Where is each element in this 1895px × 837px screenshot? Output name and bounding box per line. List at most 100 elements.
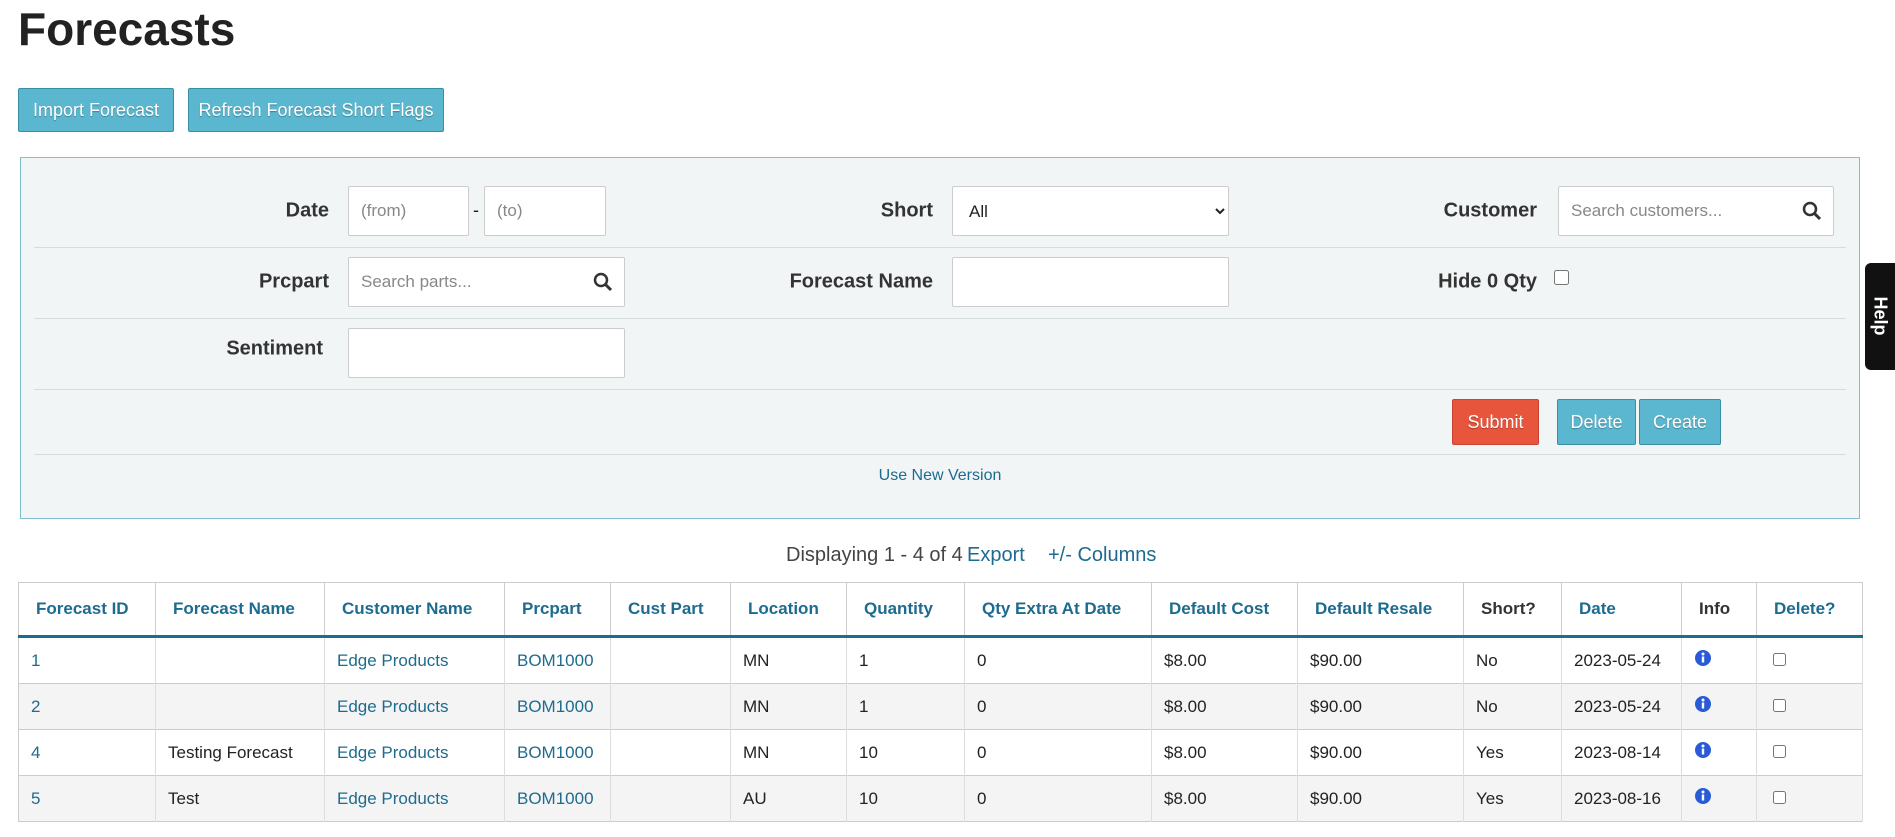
table-cell	[1681, 636, 1757, 684]
cell-link[interactable]: BOM1000	[517, 696, 594, 716]
table-cell: 2023-05-24	[1561, 683, 1682, 730]
cell-link[interactable]: 1	[31, 650, 41, 670]
date-from[interactable]	[348, 186, 469, 236]
import-button[interactable]: Import Forecast	[18, 88, 174, 132]
forecast-name-input[interactable]	[952, 257, 1229, 307]
cell-link[interactable]: 5	[31, 788, 41, 808]
help-tab[interactable]: Help	[1865, 263, 1895, 370]
cell-text: MN	[743, 742, 770, 762]
cell-text: 2023-05-24	[1574, 650, 1661, 670]
date-separator: -	[473, 200, 479, 220]
cell-text: Test	[168, 788, 200, 808]
table-cell	[155, 683, 325, 730]
table-cell: $8.00	[1151, 729, 1298, 776]
header-row: Forecast ID Forecast Name Customer Name Prc…	[18, 582, 1863, 638]
delete-checkbox[interactable]	[1773, 791, 1786, 804]
table-cell: 5	[18, 775, 156, 822]
short-label: Short	[880, 199, 933, 222]
create-button[interactable]: Create	[1639, 399, 1721, 445]
table-cell: $90.00	[1297, 729, 1464, 776]
cell-text: AU	[743, 788, 767, 808]
table-cell: No	[1463, 683, 1562, 730]
column-header[interactable]: Forecast ID	[18, 582, 156, 638]
cell-text: $90.00	[1310, 788, 1362, 808]
table-cell: MN	[730, 636, 847, 684]
table-cell: Test	[155, 775, 325, 822]
refresh-button[interactable]: Refresh Forecast Short Flags	[188, 88, 444, 132]
column-header[interactable]: Default Cost	[1151, 582, 1298, 638]
cell-link[interactable]: BOM1000	[517, 788, 594, 808]
cell-text: Yes	[1476, 742, 1504, 762]
cell-link[interactable]: 2	[31, 696, 41, 716]
column-header[interactable]: Date	[1561, 582, 1682, 638]
cell-text: 2023-08-16	[1574, 788, 1661, 808]
cell-text: 10	[859, 788, 878, 808]
table-row: 1 Edge Products BOM1000 MN 1 0 $8.00 $90.00 No 20…	[18, 636, 1863, 684]
cell-text: $90.00	[1310, 650, 1362, 670]
cell-link[interactable]: BOM1000	[517, 650, 594, 670]
cell-text: No	[1476, 650, 1498, 670]
table-cell	[1681, 775, 1757, 822]
submit-button[interactable]: Submit	[1452, 399, 1539, 445]
export-link[interactable]: Export	[967, 544, 1025, 566]
table-row: 4 Testing Forecast Edge Products BOM1000 MN 1…	[18, 729, 1863, 776]
column-header[interactable]: Quantity	[846, 582, 965, 638]
cell-text: 10	[859, 742, 878, 762]
customer-search[interactable]	[1558, 186, 1834, 236]
info-icon[interactable]	[1694, 695, 1712, 713]
sentiment-input[interactable]	[348, 328, 625, 378]
column-header[interactable]: Default Resale	[1297, 582, 1464, 638]
column-header[interactable]: Prcpart	[504, 582, 611, 638]
table-cell: Edge Products	[324, 683, 505, 730]
column-header[interactable]: Delete?	[1756, 582, 1863, 638]
table-cell: 10	[846, 729, 965, 776]
cell-text: $8.00	[1164, 742, 1207, 762]
table-cell: 2	[18, 683, 156, 730]
table-cell: 0	[964, 683, 1152, 730]
column-header[interactable]: Short?	[1463, 582, 1562, 638]
column-header[interactable]: Info	[1681, 582, 1757, 638]
cell-link[interactable]: Edge Products	[337, 742, 449, 762]
column-header[interactable]: Customer Name	[324, 582, 505, 638]
column-header[interactable]: Cust Part	[610, 582, 731, 638]
delete-checkbox[interactable]	[1773, 699, 1786, 712]
table-cell: $8.00	[1151, 683, 1298, 730]
info-icon[interactable]	[1694, 741, 1712, 759]
help-text: Help	[1870, 296, 1891, 336]
info-icon[interactable]	[1694, 649, 1712, 667]
table-cell: AU	[730, 775, 847, 822]
table-cell	[1756, 775, 1863, 822]
delete-button[interactable]: Delete	[1557, 399, 1636, 445]
table-cell	[1681, 683, 1757, 730]
columns-link[interactable]: +/- Columns	[1048, 544, 1157, 566]
prcpart-search[interactable]	[348, 257, 625, 307]
table-cell: MN	[730, 729, 847, 776]
cell-link[interactable]: BOM1000	[517, 742, 594, 762]
table-cell	[155, 636, 325, 684]
date-to[interactable]	[484, 186, 606, 236]
hide-zero-label: Hide 0 Qty	[1438, 270, 1537, 293]
cell-link[interactable]: Edge Products	[337, 696, 449, 716]
hide-zero-checkbox[interactable]	[1554, 270, 1569, 285]
cell-link[interactable]: 4	[31, 742, 41, 762]
short-select[interactable]: All	[952, 186, 1229, 236]
column-header[interactable]: Forecast Name	[155, 582, 325, 638]
info-icon[interactable]	[1694, 787, 1712, 805]
table-cell: 10	[846, 775, 965, 822]
cell-link[interactable]: Edge Products	[337, 788, 449, 808]
filter-panel	[20, 157, 1860, 519]
delete-checkbox[interactable]	[1773, 653, 1786, 666]
table-cell	[1681, 729, 1757, 776]
column-header[interactable]: Location	[730, 582, 847, 638]
cell-text: 2023-05-24	[1574, 696, 1661, 716]
new-version-link[interactable]: Use New Version	[878, 467, 1002, 484]
cell-text: Testing Forecast	[168, 742, 293, 762]
prcpart-label: Prcpart	[258, 270, 329, 293]
column-header[interactable]: Qty Extra At Date	[964, 582, 1152, 638]
cell-link[interactable]: Edge Products	[337, 650, 449, 670]
table-cell: BOM1000	[504, 729, 611, 776]
date-label: Date	[285, 199, 329, 222]
cell-text: MN	[743, 650, 770, 670]
table-cell: 0	[964, 775, 1152, 822]
delete-checkbox[interactable]	[1773, 745, 1786, 758]
